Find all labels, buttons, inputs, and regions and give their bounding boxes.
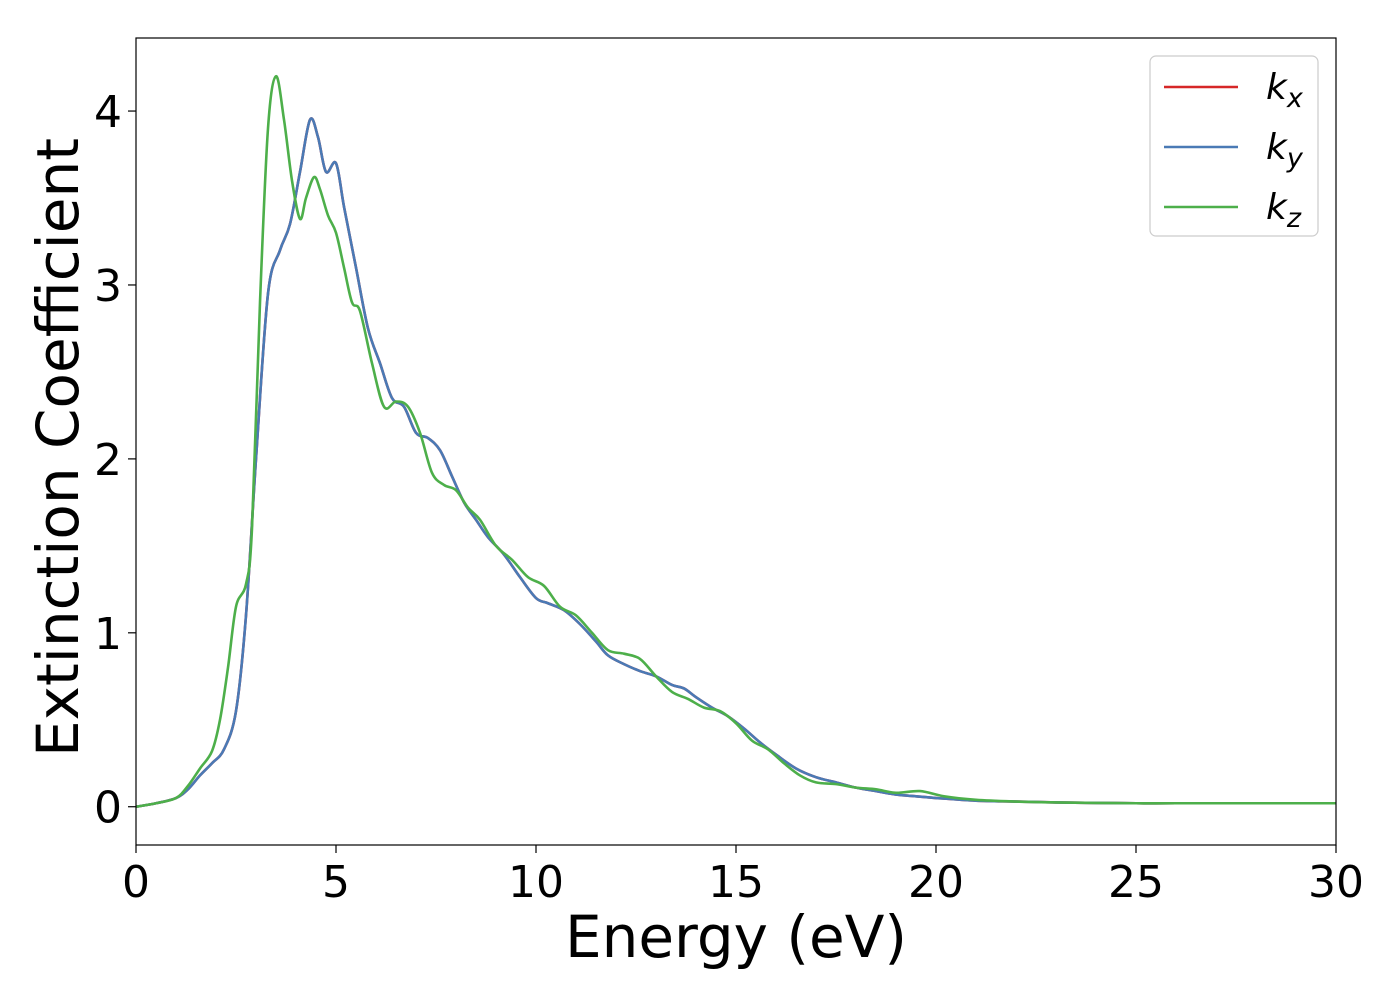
y-tick-label: 3 [94,261,122,312]
y-tick-label: 2 [94,435,122,486]
series-line-ky [135,117,1336,809]
x-axis-label: Energy (eV) [565,903,907,971]
y-tick-label: 4 [94,87,122,138]
legend-label-kx: kx [1266,67,1304,114]
x-tick-label: 15 [708,857,764,908]
series-layer [135,74,1336,809]
x-tick-label: 0 [122,857,150,908]
y-axis-label: Extinction Coefficient [24,138,92,757]
x-axis: 0 5 10 15 20 25 30 [122,845,1364,908]
x-tick-label: 25 [1108,857,1164,908]
x-tick-label: 10 [508,857,564,908]
x-tick-label: 5 [322,857,350,908]
legend: kx ky kz [1149,55,1319,237]
legend-label-kz: kz [1266,187,1302,234]
legend-label-ky: ky [1266,127,1304,174]
x-tick-label: 20 [908,857,964,908]
series-line-kz [135,74,1336,809]
y-tick-label: 1 [94,609,122,660]
x-tick-label: 30 [1308,857,1364,908]
y-axis: 0 1 2 3 4 [94,87,136,834]
y-tick-label: 0 [94,783,122,834]
